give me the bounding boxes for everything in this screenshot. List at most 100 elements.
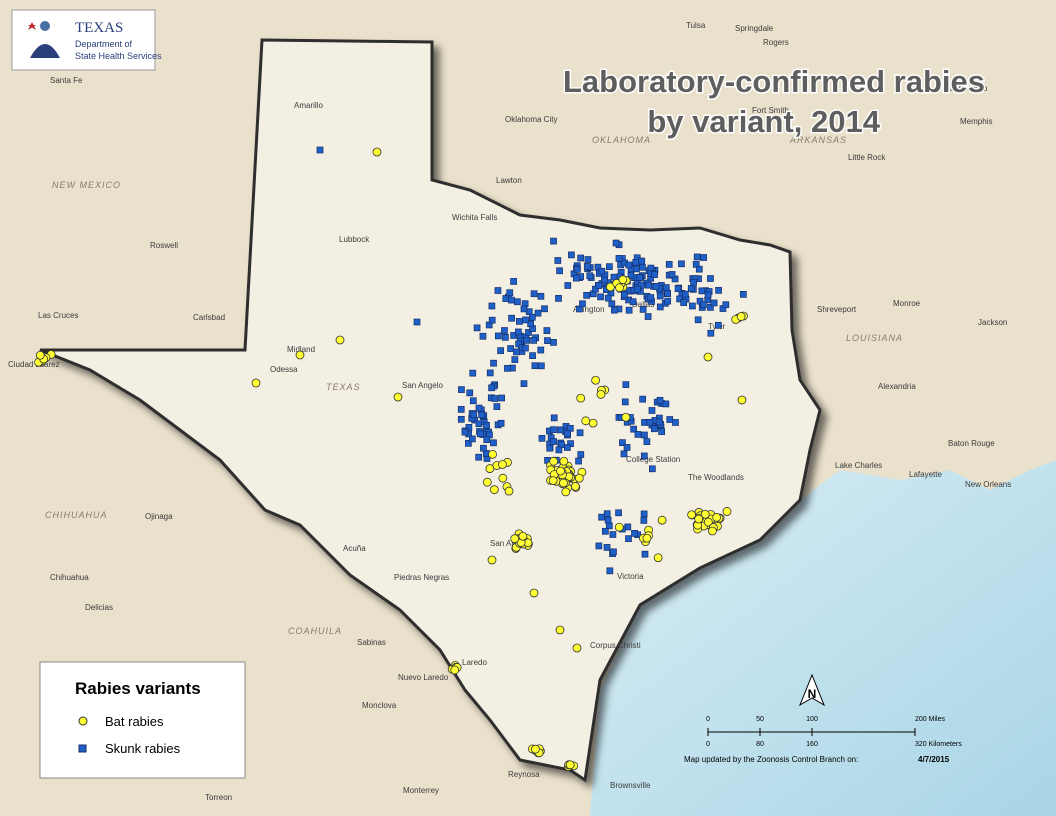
skunk-point xyxy=(690,278,697,286)
bat-point xyxy=(642,533,652,543)
skunk-point xyxy=(522,316,529,324)
place-label: Fort Smith xyxy=(752,106,789,115)
skunk-point xyxy=(457,406,465,413)
skunk-point xyxy=(494,287,502,294)
place-label: Jonesboro xyxy=(950,84,988,93)
place-label: Delicias xyxy=(85,603,113,612)
place-label: Midland xyxy=(287,345,315,354)
skunk-point xyxy=(603,544,611,551)
bat-point xyxy=(487,555,497,565)
place-label: Carlsbad xyxy=(193,313,225,322)
skunk-point xyxy=(640,452,648,460)
skunk-point xyxy=(715,287,722,294)
place-label: Rogers xyxy=(763,38,789,47)
skunk-point xyxy=(598,513,605,521)
skunk-point xyxy=(648,407,656,414)
skunk-point xyxy=(598,267,606,275)
skunk-point xyxy=(506,289,514,297)
skunk-point xyxy=(629,298,637,306)
skunk-point xyxy=(595,282,603,289)
skunk-point xyxy=(620,450,628,458)
skunk-point xyxy=(644,281,652,289)
skunk-point xyxy=(458,386,465,393)
skunk-point xyxy=(504,364,511,372)
bat-point xyxy=(548,476,558,486)
bat-point xyxy=(657,515,667,525)
skunk-point xyxy=(525,329,532,336)
skunk-point xyxy=(643,438,651,445)
skunk-point xyxy=(583,292,590,299)
bat-point xyxy=(687,510,697,520)
skunk-point xyxy=(498,394,505,402)
logo-line: Department of xyxy=(75,39,133,49)
skunk-point xyxy=(470,411,478,419)
skunk-point xyxy=(665,261,673,268)
skunk-point xyxy=(461,428,469,436)
skunk-point xyxy=(651,425,658,433)
region-label: TEXAS xyxy=(326,382,361,392)
skunk-point xyxy=(602,527,609,535)
skunk-point xyxy=(483,421,490,429)
update-note: Map updated by the Zoonosis Control Bran… xyxy=(684,755,858,764)
skunk-point xyxy=(700,254,708,261)
place-label: Ciudad Juárez xyxy=(8,360,60,369)
bat-point xyxy=(621,412,631,422)
region-label: CHIHUAHUA xyxy=(45,510,108,520)
skunk-point xyxy=(522,344,529,352)
skunk-point xyxy=(722,301,730,309)
bat-point xyxy=(561,487,571,497)
skunk-point xyxy=(531,362,539,370)
legend-title: Rabies variants xyxy=(75,679,201,698)
skunk-point xyxy=(625,535,632,542)
bat-point xyxy=(708,526,717,536)
skunk-point xyxy=(577,254,585,262)
skunk-point xyxy=(510,278,517,285)
bat-point xyxy=(736,312,746,321)
skunk-point xyxy=(610,548,617,556)
place-label: Monclova xyxy=(362,701,397,710)
bat-point xyxy=(35,350,45,360)
scale-label: 80 xyxy=(756,741,764,748)
skunk-point xyxy=(633,265,640,273)
bat-point xyxy=(372,147,382,157)
skunk-point xyxy=(490,359,497,367)
skunk-point xyxy=(511,356,519,363)
skunk-point xyxy=(488,302,496,310)
skunk-point xyxy=(634,431,642,438)
skunk-point xyxy=(609,531,617,538)
skunk-point xyxy=(604,516,612,524)
skunk-point xyxy=(510,332,518,339)
skunk-point xyxy=(639,395,647,403)
skunk-point xyxy=(527,320,534,328)
bat-point xyxy=(510,534,520,544)
case-points xyxy=(34,146,748,771)
skunk-point xyxy=(476,430,484,438)
skunk-point xyxy=(586,272,594,280)
skunk-point xyxy=(603,510,611,518)
skunk-point xyxy=(513,348,520,356)
skunk-point xyxy=(676,295,683,303)
bat-point xyxy=(570,482,580,491)
skunk-point xyxy=(601,276,608,284)
bat-point xyxy=(581,416,591,426)
skunk-point xyxy=(678,260,685,268)
skunk-point xyxy=(664,290,672,297)
place-label: Lake Charles xyxy=(835,461,882,470)
skunk-point xyxy=(501,327,508,334)
skunk-point xyxy=(497,419,505,427)
place-label: Lawton xyxy=(496,176,522,185)
bat-point xyxy=(653,553,663,563)
skunk-point xyxy=(611,306,618,314)
place-label: San Antonio xyxy=(490,539,534,548)
skunk-point xyxy=(475,453,483,461)
skunk-point xyxy=(529,352,536,359)
skunk-point xyxy=(658,428,666,435)
skunk-point xyxy=(493,403,501,410)
skunk-point xyxy=(523,336,531,344)
skunk-point xyxy=(576,429,584,437)
skunk-point xyxy=(631,529,638,537)
skunk-point xyxy=(700,301,707,309)
skunk-point xyxy=(644,313,652,320)
skunk-point xyxy=(597,293,604,301)
place-label: Reynosa xyxy=(508,770,540,779)
